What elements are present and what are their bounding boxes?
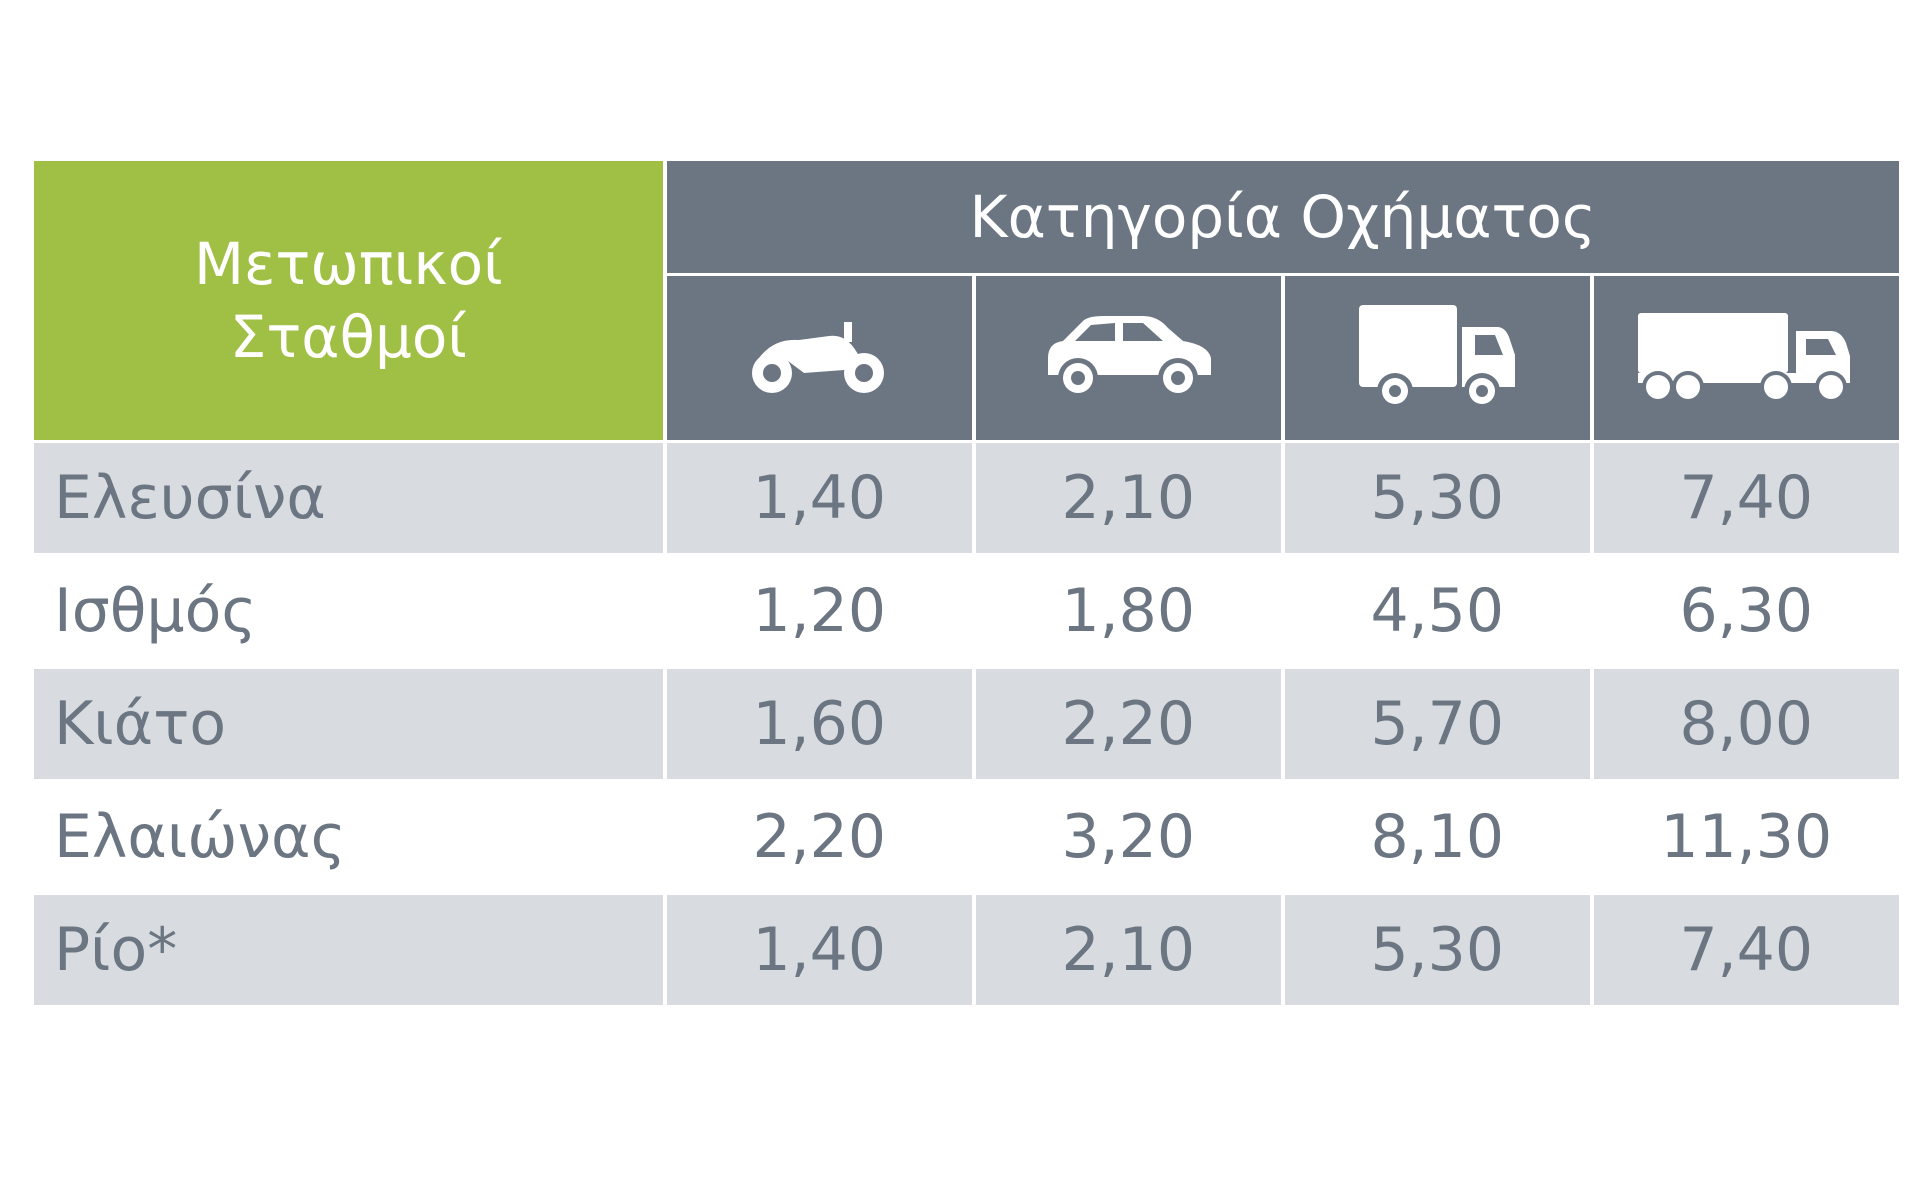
station-name: Ισθμός [54, 576, 257, 646]
station-name: Κιάτο [34, 669, 663, 779]
toll-price: 2,10 [975, 443, 1281, 553]
station-name: Ελαιώνας [54, 802, 346, 872]
toll-price: 7,40 [1593, 443, 1899, 553]
toll-price: 2,10 [975, 895, 1281, 1005]
motorcycle-icon [666, 276, 972, 440]
toll-table: Μετωπικοί Σταθμοί Κατηγορία Οχήματος [30, 158, 1903, 1008]
toll-price: 11,30 [1660, 802, 1833, 872]
toll-price: 2,20 [975, 669, 1281, 779]
toll-price: 1,20 [752, 576, 887, 646]
lorry-icon [1593, 276, 1899, 440]
toll-price: 6,30 [1679, 576, 1814, 646]
table-body: Ελευσίνα 1,40 2,10 5,30 7,40 Ισθμός 1,20 1,80 4,… [34, 443, 1899, 1005]
car [1048, 316, 1212, 398]
toll-price: 5,70 [1284, 669, 1590, 779]
car-icon [975, 276, 1281, 440]
toll-price: 7,40 [1593, 895, 1899, 1005]
table-row: Ρίο* 1,40 2,10 5,30 7,40 [34, 895, 1899, 1005]
toll-price: 1,80 [1061, 576, 1196, 646]
toll-price: 1,40 [666, 895, 972, 1005]
toll-price: 5,30 [1284, 443, 1590, 553]
table-row: Ελαιώνας 2,20 3,20 8,10 11,30 [34, 782, 1899, 892]
toll-price: 5,30 [1284, 895, 1590, 1005]
toll-price: 2,20 [752, 802, 887, 872]
truck-icon [1284, 276, 1590, 440]
toll-price: 1,60 [666, 669, 972, 779]
table-row: Ελευσίνα 1,40 2,10 5,30 7,40 [34, 443, 1899, 553]
category-header: Κατηγορία Οχήματος [666, 161, 1899, 273]
station-name: Ελευσίνα [34, 443, 663, 553]
motorcycle [752, 322, 885, 393]
toll-price: 4,50 [1370, 576, 1505, 646]
table-row: Κιάτο 1,60 2,20 5,70 8,00 [34, 669, 1899, 779]
toll-price: 1,40 [666, 443, 972, 553]
lorry [1638, 312, 1851, 403]
toll-price: 8,10 [1370, 802, 1505, 872]
toll-price: 3,20 [1061, 802, 1196, 872]
truck [1359, 305, 1516, 409]
station-name: Ρίο* [34, 895, 663, 1005]
table-row: Ισθμός 1,20 1,80 4,50 6,30 [34, 556, 1899, 666]
toll-price: 8,00 [1593, 669, 1899, 779]
station-header: Μετωπικοί Σταθμοί [34, 161, 663, 440]
